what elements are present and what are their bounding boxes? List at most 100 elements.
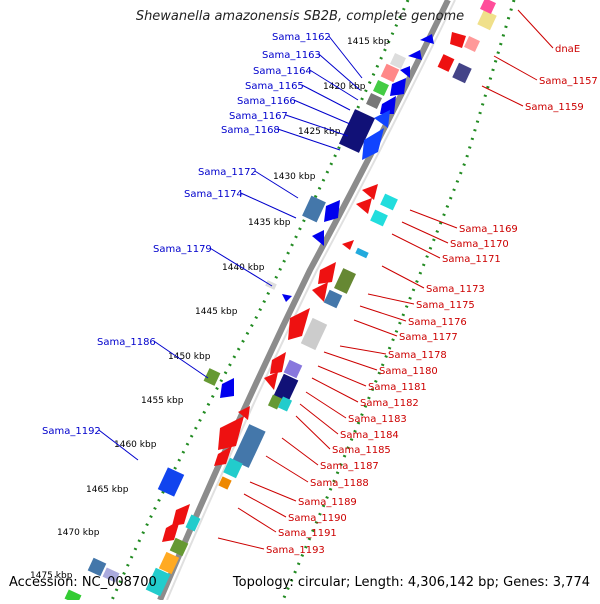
gene-label-right[interactable]: Sama_1180 bbox=[379, 366, 438, 377]
gene-block bbox=[355, 247, 369, 259]
gene-label-right[interactable]: Sama_1188 bbox=[310, 478, 369, 489]
gene-label-right[interactable]: Sama_1191 bbox=[278, 528, 337, 539]
gene-block bbox=[267, 394, 283, 410]
leader-line bbox=[305, 391, 347, 419]
gene-block bbox=[158, 551, 180, 575]
kbp-tick-label: 1420 kbp bbox=[323, 82, 366, 92]
gene-label-left[interactable]: Sama_1164 bbox=[253, 66, 312, 77]
kbp-tick-label: 1460 kbp bbox=[114, 440, 157, 450]
gene-block bbox=[380, 193, 398, 211]
gene-block bbox=[334, 268, 356, 294]
right-gene-labels: dnaE Sama_1157 Sama_1159 Sama_1169 Sama_1170… bbox=[266, 44, 598, 556]
kbp-tick-label: 1415 kbp bbox=[347, 37, 390, 47]
gene-label-left[interactable]: Sama_1166 bbox=[237, 96, 296, 107]
gene-label-right[interactable]: Sama_1177 bbox=[399, 332, 458, 343]
gene-arrow bbox=[220, 378, 234, 398]
gene-block bbox=[373, 80, 389, 96]
gene-label-right[interactable]: Sama_1169 bbox=[459, 224, 518, 235]
gene-label-left[interactable]: Sama_1163 bbox=[262, 50, 321, 61]
gene-label-right[interactable]: Sama_1173 bbox=[426, 284, 485, 295]
topology-text: Topology: circular; Length: 4,306,142 bp… bbox=[232, 575, 590, 590]
leader-line bbox=[209, 247, 273, 287]
gene-label-left[interactable]: Sama_1167 bbox=[229, 111, 288, 122]
kbp-tick-label: 1450 kbp bbox=[168, 352, 211, 362]
leader-line bbox=[391, 233, 441, 259]
gene-block bbox=[452, 62, 472, 84]
gene-label-left[interactable]: Sama_1162 bbox=[272, 32, 331, 43]
accession-text: Accession: NC_008700 bbox=[9, 575, 157, 590]
gene-block bbox=[302, 195, 326, 223]
gene-arrow bbox=[324, 200, 340, 222]
gene-arrow bbox=[318, 262, 336, 284]
gene-block bbox=[277, 396, 293, 412]
gene-block bbox=[370, 209, 388, 227]
gene-label-left[interactable]: Sama_1172 bbox=[198, 167, 257, 178]
leader-line bbox=[293, 99, 351, 125]
leader-line bbox=[353, 319, 398, 337]
leader-line bbox=[317, 365, 367, 387]
gene-label-right[interactable]: Sama_1157 bbox=[539, 76, 598, 87]
leader-line bbox=[401, 221, 449, 244]
gene-label-right[interactable]: Sama_1182 bbox=[360, 398, 419, 409]
gene-label-right[interactable]: Sama_1178 bbox=[388, 350, 447, 361]
gene-label-left[interactable]: Sama_1192 bbox=[42, 426, 101, 437]
gene-label-right[interactable]: Sama_1181 bbox=[368, 382, 427, 393]
gene-block bbox=[185, 514, 201, 532]
gene-label-right[interactable]: Sama_1189 bbox=[298, 497, 357, 508]
gene-label-right[interactable]: Sama_1175 bbox=[416, 300, 475, 311]
gene-label-right[interactable]: Sama_1183 bbox=[348, 414, 407, 425]
left-gene-labels: Sama_1162 Sama_1163 Sama_1164 Sama_1165 Sama… bbox=[42, 32, 331, 437]
leader-line bbox=[243, 493, 287, 518]
gene-label-right[interactable]: Sama_1171 bbox=[442, 254, 501, 265]
kbp-tick-label: 1425 kbp bbox=[298, 127, 341, 137]
gene-block bbox=[464, 36, 480, 52]
gene-label-left[interactable]: Sama_1165 bbox=[245, 81, 304, 92]
gene-block bbox=[477, 9, 497, 31]
gene-block bbox=[157, 467, 185, 497]
gene-label-left[interactable]: Sama_1174 bbox=[184, 189, 243, 200]
kbp-tick-label: 1455 kbp bbox=[141, 396, 184, 406]
gene-arrow bbox=[450, 32, 466, 48]
leader-line bbox=[311, 377, 359, 403]
label-leader-lines bbox=[98, 9, 554, 550]
gene-arrow bbox=[362, 184, 378, 200]
leader-line bbox=[285, 114, 349, 137]
gene-label-right[interactable]: Sama_1193 bbox=[266, 545, 325, 556]
gene-arrow bbox=[172, 504, 190, 526]
gene-block bbox=[218, 476, 232, 490]
gene-arrow bbox=[362, 128, 384, 160]
leader-line bbox=[277, 128, 341, 151]
gene-label-right[interactable]: Sama_1187 bbox=[320, 461, 379, 472]
gene-label-left[interactable]: Sama_1179 bbox=[153, 244, 212, 255]
leader-line bbox=[98, 429, 139, 461]
kbp-tick-label: 1470 kbp bbox=[57, 528, 100, 538]
gene-label-right[interactable]: Sama_1176 bbox=[408, 317, 467, 328]
gene-block bbox=[390, 53, 406, 69]
leader-line bbox=[409, 209, 458, 229]
kbp-tick-label: 1430 kbp bbox=[273, 172, 316, 182]
gene-label-right[interactable]: Sama_1190 bbox=[288, 513, 347, 524]
leader-line bbox=[295, 415, 331, 450]
kbp-tick-label: 1475 kbp bbox=[30, 571, 73, 581]
leader-line bbox=[493, 55, 538, 81]
gene-block bbox=[203, 368, 221, 386]
gene-label-left[interactable]: Sama_1168 bbox=[221, 125, 280, 136]
map-title: Shewanella amazonensis SB2B, complete ge… bbox=[135, 9, 465, 24]
leader-line bbox=[339, 345, 387, 355]
gene-arrow bbox=[400, 66, 410, 78]
gene-arrow bbox=[312, 230, 324, 246]
gene-label-right[interactable]: Sama_1185 bbox=[332, 445, 391, 456]
gene-label-left[interactable]: Sama_1186 bbox=[97, 337, 156, 348]
leader-line bbox=[328, 35, 363, 79]
gene-label-right[interactable]: Sama_1159 bbox=[525, 102, 584, 113]
gene-label-right[interactable]: Sama_1170 bbox=[450, 239, 509, 250]
gene-label-right[interactable]: dnaE bbox=[555, 44, 580, 55]
gene-block bbox=[323, 289, 343, 309]
gene-glyphs bbox=[64, 0, 497, 604]
gene-label-right[interactable]: Sama_1184 bbox=[340, 430, 399, 441]
gene-block bbox=[283, 359, 303, 379]
gene-block bbox=[339, 109, 375, 153]
gene-block bbox=[223, 457, 243, 479]
